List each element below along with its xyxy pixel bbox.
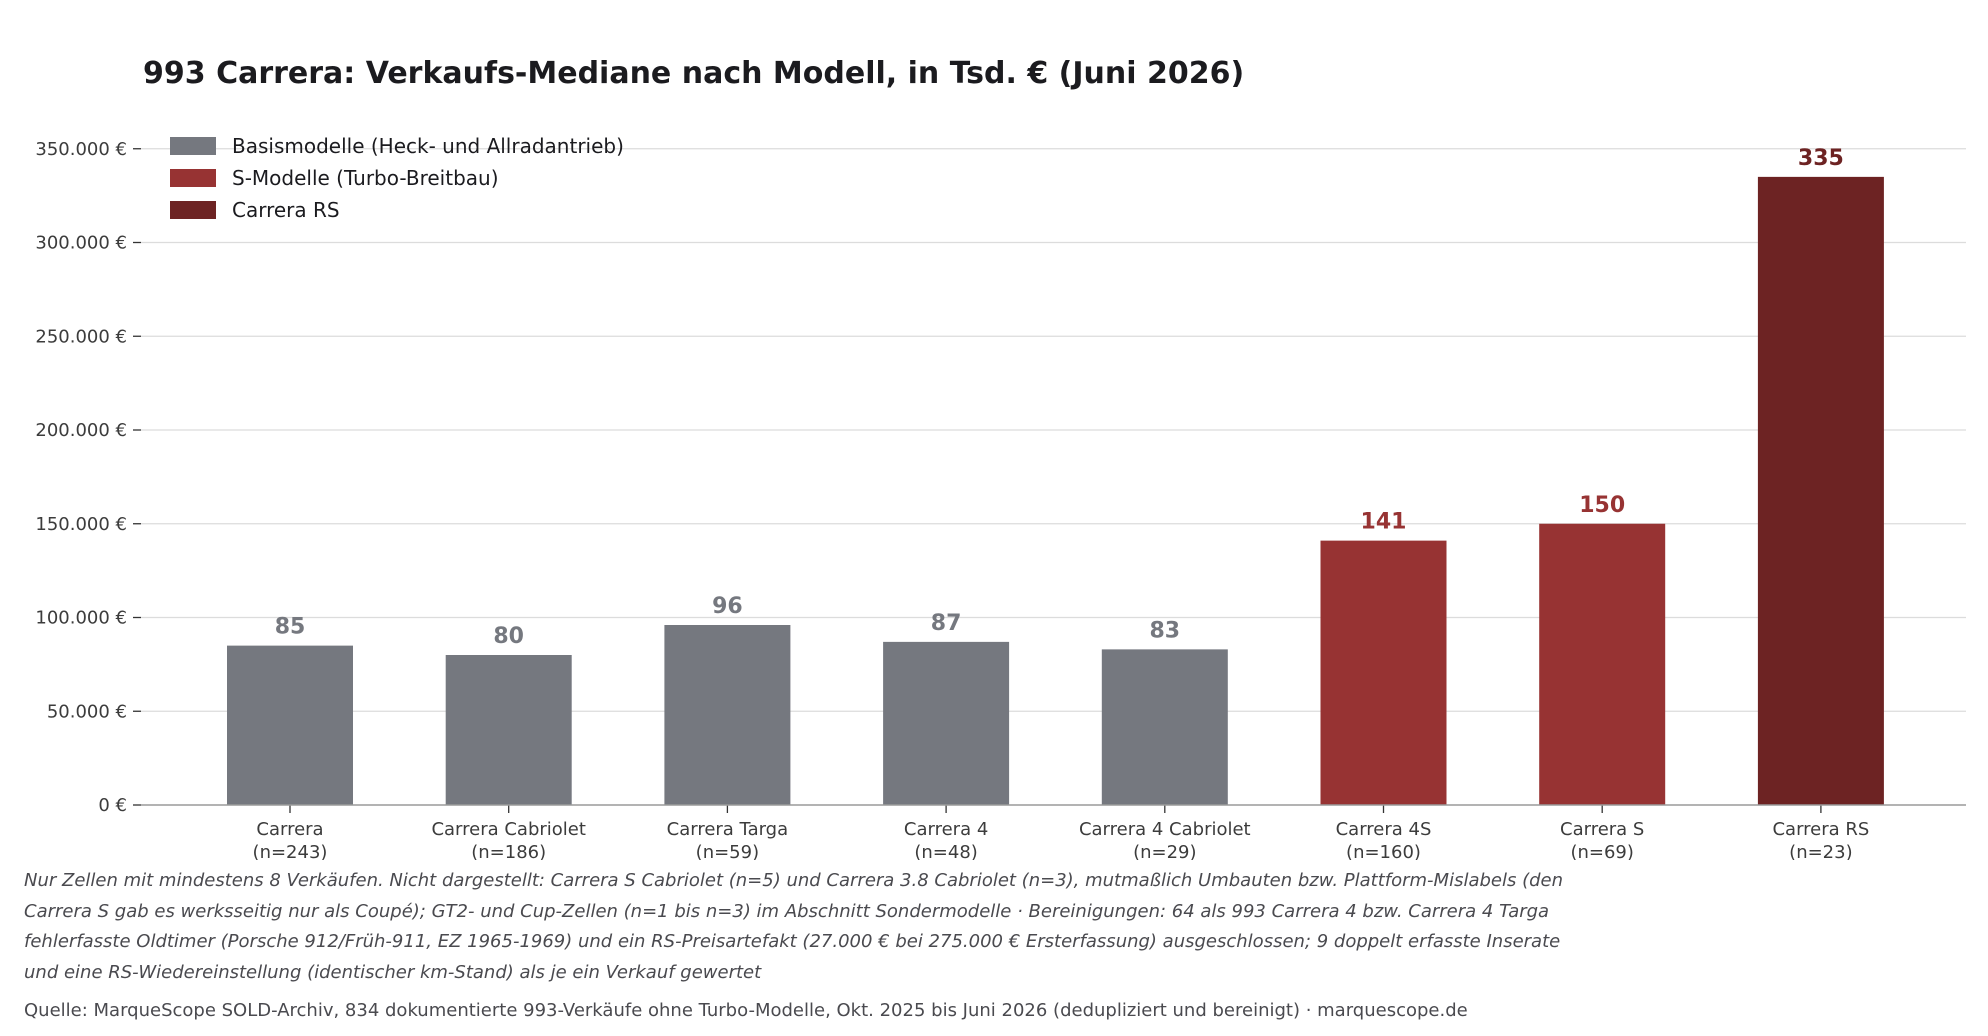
y-tick-label: 250.000 €	[35, 326, 127, 347]
x-tick-label: Carrera S	[1560, 819, 1644, 840]
source-note: Quelle: MarqueScope SOLD-Archiv, 834 dok…	[24, 1000, 1468, 1021]
x-tick-label: Carrera RS	[1772, 819, 1869, 840]
x-tick-label: Carrera	[256, 819, 323, 840]
x-tick-count-label: (n=23)	[1789, 842, 1852, 860]
chart-title: 993 Carrera: Verkaufs-Mediane nach Model…	[143, 56, 1245, 91]
bars: 85 80 96 87 83 141 150 335	[227, 146, 1884, 805]
bar-carrera-4	[883, 641, 1010, 805]
footnote: Nur Zellen mit mindestens 8 Verkäufen. N…	[24, 870, 1564, 983]
x-tick-count-label: (n=243)	[253, 842, 328, 860]
x-tick-label: Carrera 4 Cabriolet	[1079, 819, 1251, 840]
x-tick-count-label: (n=69)	[1570, 842, 1633, 860]
bar-value-label: 85	[275, 615, 306, 640]
y-tick-label: 50.000 €	[47, 701, 127, 722]
x-tick-label: Carrera Targa	[667, 819, 789, 840]
x-tick-count-label: (n=48)	[914, 842, 977, 860]
bar-carrera	[227, 645, 353, 805]
grid-lines	[141, 148, 1966, 712]
bar-value-label: 96	[712, 594, 743, 619]
bar-carrera-s	[1539, 523, 1666, 805]
bar-value-label: 141	[1361, 510, 1407, 535]
x-tick-label: Carrera Cabriolet	[431, 819, 586, 840]
bar-carrera-rs	[1757, 176, 1884, 805]
y-tick-label: 150.000 €	[35, 514, 127, 535]
legend: Basismodelle (Heck- und Allradantrieb) S-…	[170, 134, 624, 222]
x-tick-count-label: (n=186)	[471, 842, 546, 860]
bar-value-label: 87	[931, 611, 962, 636]
bar-chart: 85 80 96 87 83 141 150 335 0 € 50.000 € 100.000 €…	[35, 134, 1966, 860]
bar-carrera-targa	[664, 625, 791, 805]
bar-carrera-4-cabriolet	[1101, 649, 1228, 805]
x-tick-label: Carrera 4	[904, 819, 988, 840]
bar-value-label: 150	[1579, 493, 1625, 518]
legend-label: S-Modelle (Turbo-Breitbau)	[232, 166, 499, 190]
y-tick-label: 100.000 €	[35, 608, 127, 629]
bar-carrera-4s	[1320, 540, 1447, 805]
legend-swatch	[170, 169, 216, 187]
y-tick-label: 300.000 €	[35, 233, 127, 254]
x-tick-count-label: (n=160)	[1346, 842, 1421, 860]
bar-value-label: 335	[1798, 146, 1844, 171]
bar-value-label: 80	[493, 624, 524, 649]
y-tick-label: 350.000 €	[35, 139, 127, 160]
x-tick-count-label: (n=29)	[1133, 842, 1196, 860]
y-tick-label: 0 €	[98, 795, 127, 816]
bar-value-label: 83	[1149, 618, 1180, 643]
y-tick-label: 200.000 €	[35, 420, 127, 441]
legend-swatch	[170, 137, 216, 155]
x-tick-count-label: (n=59)	[696, 842, 759, 860]
legend-swatch	[170, 201, 216, 219]
bar-carrera-cabriolet	[445, 655, 572, 805]
axes: 0 € 50.000 € 100.000 € 150.000 € 200.000 € 25…	[35, 139, 1966, 860]
x-tick-label: Carrera 4S	[1336, 819, 1432, 840]
legend-label: Carrera RS	[232, 198, 340, 222]
legend-label: Basismodelle (Heck- und Allradantrieb)	[232, 134, 624, 158]
